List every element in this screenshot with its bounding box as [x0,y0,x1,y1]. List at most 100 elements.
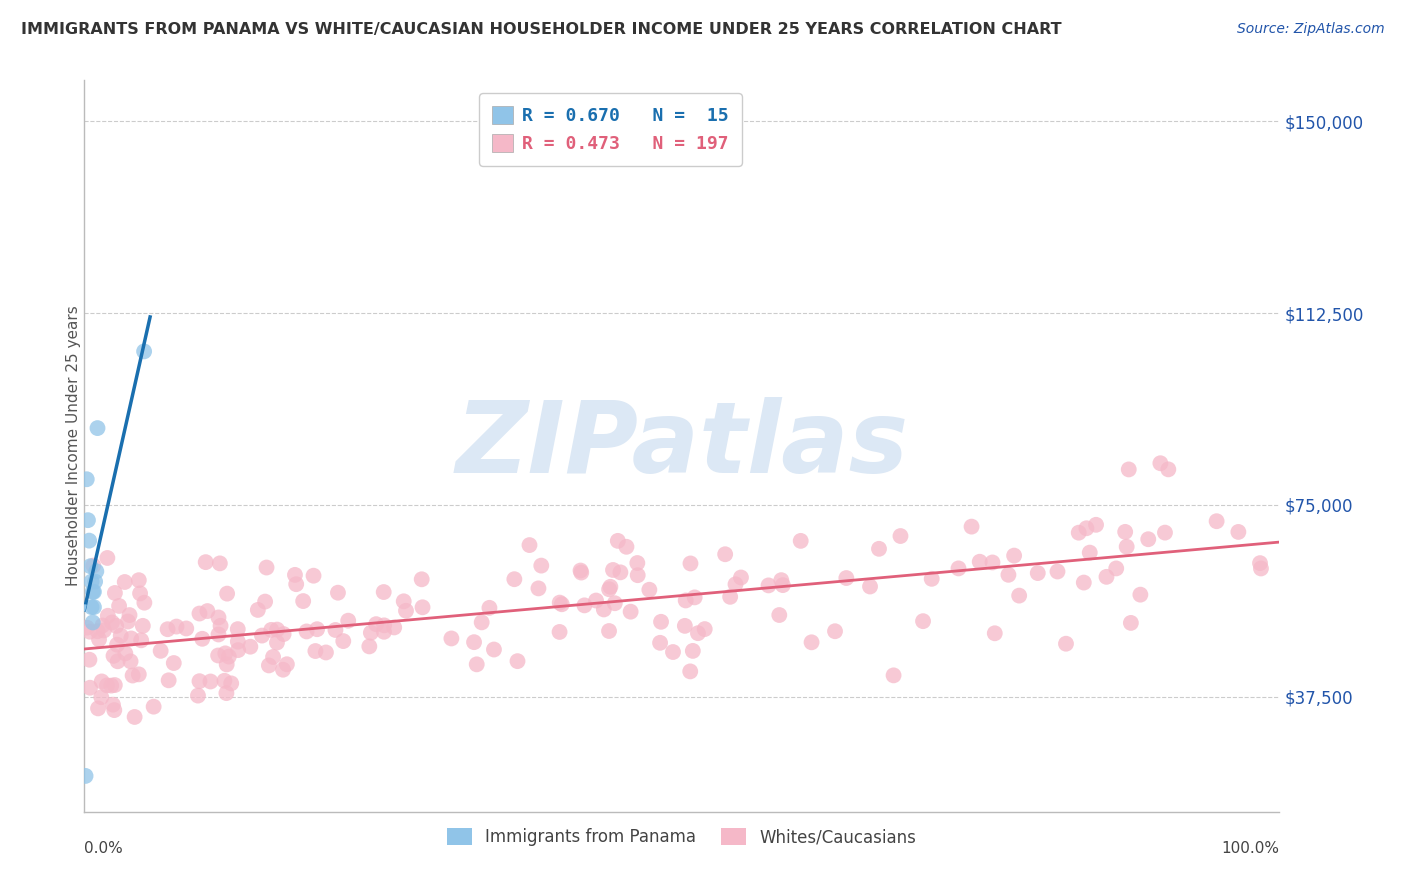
Point [868,541,890,556]
Point [392,594,415,608]
Point [471,615,494,630]
Point [1249,556,1271,570]
Point [337,614,360,628]
Point [93,624,115,638]
Point [662,645,685,659]
Point [75,769,97,783]
Point [124,710,146,724]
Point [87,632,110,647]
Point [1114,524,1136,539]
Point [260,623,283,637]
Point [132,619,155,633]
Point [82,615,104,630]
Point [960,519,983,533]
Point [770,573,793,587]
Point [551,597,574,611]
Point [215,657,238,672]
Point [87,701,110,715]
Point [174,622,197,636]
Point [603,596,626,610]
Point [117,615,139,629]
Point [80,600,103,615]
Point [86,564,108,578]
Point [100,679,122,693]
Point [166,619,188,633]
Point [440,632,463,646]
Point [107,654,129,668]
Point [382,620,405,634]
Legend: Immigrants from Panama, Whites/Caucasians: Immigrants from Panama, Whites/Caucasian… [439,820,925,855]
Point [80,574,103,589]
Point [506,654,529,668]
Point [266,635,288,649]
Point [105,638,128,652]
Point [295,624,318,639]
Point [1205,514,1227,528]
Point [984,626,1007,640]
Point [482,642,505,657]
Text: 0.0%: 0.0% [84,841,124,856]
Point [266,623,288,637]
Point [208,557,231,571]
Point [981,556,1004,570]
Point [118,608,141,623]
Point [1008,589,1031,603]
Point [103,703,125,717]
Point [104,586,127,600]
Point [156,622,179,636]
Point [1137,533,1160,547]
Point [132,344,156,359]
Point [200,674,222,689]
Point [114,574,136,589]
Text: ZIPatlas: ZIPatlas [456,398,908,494]
Point [1026,566,1049,580]
Point [254,594,277,608]
Point [411,572,433,586]
Point [616,540,638,554]
Point [683,591,706,605]
Point [101,698,124,712]
Point [83,600,105,615]
Point [627,568,650,582]
Point [693,622,716,636]
Point [76,472,98,486]
Point [96,551,118,566]
Point [373,585,395,599]
Text: Source: ZipAtlas.com: Source: ZipAtlas.com [1237,22,1385,37]
Point [187,689,209,703]
Point [1119,615,1142,630]
Point [772,578,794,592]
Point [921,572,943,586]
Point [104,678,127,692]
Point [218,649,240,664]
Point [789,533,811,548]
Point [97,608,120,623]
Point [307,622,329,636]
Point [76,621,98,635]
Point [128,667,150,681]
Point [114,646,136,660]
Point [527,582,550,596]
Point [373,618,395,632]
Point [650,615,672,629]
Point [1115,540,1137,554]
Point [1250,561,1272,575]
Point [679,665,702,679]
Point [276,657,298,672]
Point [889,529,911,543]
Point [226,634,249,648]
Point [128,573,150,587]
Point [682,644,704,658]
Point [215,686,238,700]
Point [226,622,249,636]
Point [592,602,614,616]
Point [194,555,217,569]
Point [997,567,1019,582]
Point [1067,525,1090,540]
Point [209,619,232,633]
Point [214,646,236,660]
Point [620,605,643,619]
Point [226,643,249,657]
Text: IMMIGRANTS FROM PANAMA VS WHITE/CAUCASIAN HOUSEHOLDER INCOME UNDER 25 YEARS CORR: IMMIGRANTS FROM PANAMA VS WHITE/CAUCASIA… [21,22,1062,37]
Point [465,657,488,672]
